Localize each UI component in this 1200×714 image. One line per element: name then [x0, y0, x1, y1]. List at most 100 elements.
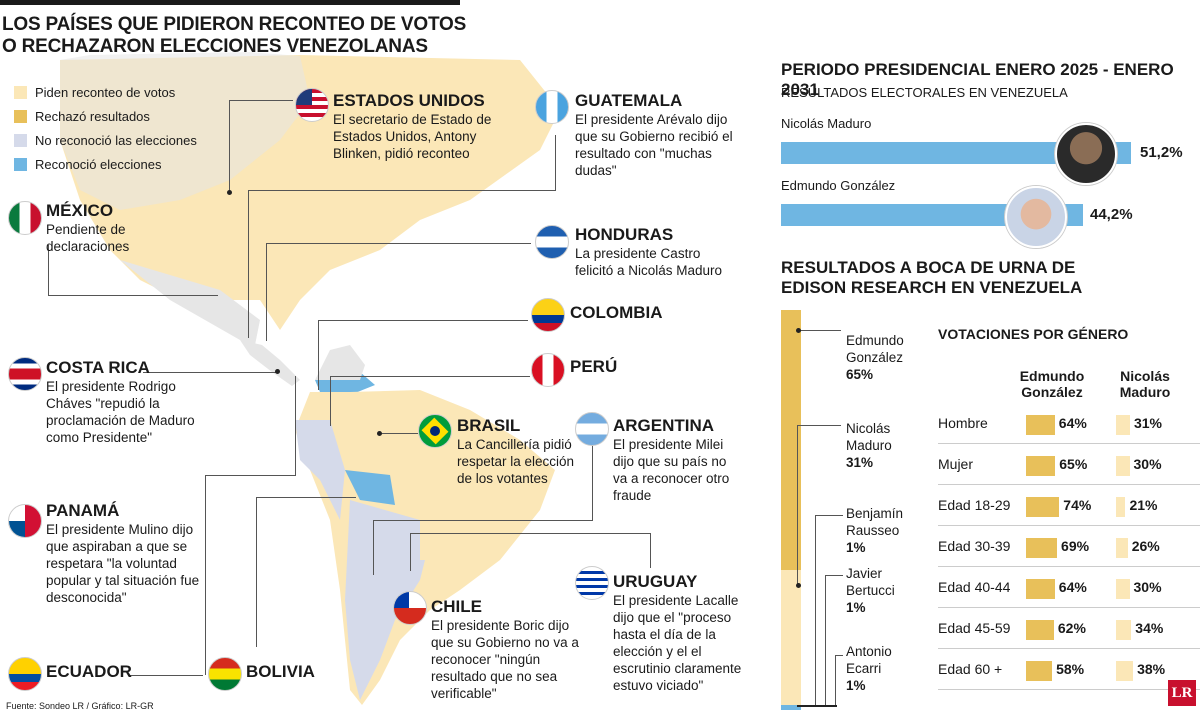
country-panama: PANAMÁ El presidente Mulino dijo que asp… — [46, 501, 206, 606]
usa-flag-icon — [295, 88, 329, 122]
legend-label: Rechazó resultados — [35, 108, 150, 124]
gender-row: Edad 40-44 64% 30% — [938, 567, 1200, 608]
col-header-line: Maduro — [1119, 384, 1171, 400]
exit-name: Nicolás — [846, 421, 891, 436]
exit-label: Javier Bertucci 1% — [846, 565, 895, 616]
country-name: BOLIVIA — [246, 662, 315, 681]
gonzalez-avatar — [1005, 186, 1067, 248]
gender-bar-gonzalez — [1026, 497, 1060, 517]
gender-row-label: Edad 60 + — [938, 661, 1003, 677]
country-desc: El presidente Boric dijo que su Gobierno… — [431, 618, 579, 701]
panama-flag-icon — [8, 504, 42, 538]
country-usa: ESTADOS UNIDOS El secretario de Estado d… — [333, 91, 513, 162]
leader-line — [835, 655, 836, 707]
gender-value-maduro: 21% — [1129, 497, 1158, 513]
leader-line — [825, 575, 826, 705]
leader-line — [373, 520, 374, 575]
gender-title: VOTACIONES POR GÉNERO — [938, 326, 1129, 342]
leader-line — [205, 475, 206, 675]
leader-line — [256, 497, 257, 647]
exit-pct: 65% — [846, 367, 874, 382]
gender-col-header: Nicolás Maduro — [1105, 368, 1185, 400]
maduro-avatar — [1055, 123, 1117, 185]
col-header-line: Nicolás — [1120, 368, 1170, 384]
gender-bar-gonzalez — [1026, 579, 1055, 599]
country-name: GUATEMALA — [575, 91, 683, 110]
exit-name: Bertucci — [846, 583, 895, 598]
title-line-1: LOS PAÍSES QUE PIDIERON RECONTEO DE VOTO… — [2, 14, 467, 35]
map-legend: Piden reconteo de votos Rechazó resultad… — [14, 80, 197, 176]
gender-bar-maduro — [1116, 538, 1128, 558]
result-pct: 51,2% — [1140, 144, 1183, 161]
gender-value-gonzalez: 74% — [1063, 497, 1092, 513]
country-desc: La Cancillería pidió respetar la elecció… — [457, 437, 575, 486]
leader-line — [797, 425, 841, 426]
leader-line — [797, 705, 837, 707]
leader-dot — [796, 583, 801, 588]
ecuador-flag-icon — [8, 657, 42, 691]
exit-name: Edmundo — [846, 333, 904, 348]
leader-line — [373, 520, 593, 521]
leader-line — [380, 433, 418, 434]
gender-row-label: Edad 18-29 — [938, 497, 1011, 513]
exit-label: Benjamín Rausseo 1% — [846, 505, 903, 556]
country-bolivia: BOLIVIA — [246, 662, 315, 682]
country-name: COSTA RICA — [46, 358, 150, 377]
col-header-line: González — [1021, 384, 1083, 400]
gender-value-maduro: 30% — [1133, 579, 1162, 595]
gender-bar-maduro — [1116, 456, 1130, 476]
costarica-flag-icon — [8, 357, 42, 391]
country-desc: El presidente Mulino dijo que aspiraban … — [46, 522, 200, 605]
mexico-shape — [120, 260, 260, 345]
lr-logo: LR — [1168, 680, 1196, 706]
gender-value-maduro: 34% — [1135, 620, 1164, 636]
legend-swatch — [14, 109, 27, 123]
country-ecuador: ECUADOR — [46, 662, 132, 682]
chile-flag-icon — [393, 591, 427, 625]
legend-swatch — [14, 85, 27, 99]
gender-bar-maduro — [1116, 661, 1134, 681]
gender-row-label: Mujer — [938, 456, 974, 472]
leader-line — [815, 515, 816, 705]
gender-row: Edad 18-29 74% 21% — [938, 485, 1200, 526]
country-name: COLOMBIA — [570, 303, 663, 322]
country-mexico: MÉXICO Pendiente de declaraciones — [46, 201, 166, 255]
country-guatemala: GUATEMALA El presidente Arévalo dijo que… — [575, 91, 745, 179]
leader-line — [205, 475, 295, 476]
result-pct: 44,2% — [1090, 206, 1133, 223]
country-name: HONDURAS — [575, 225, 674, 244]
source-footer: Fuente: Sondeo LR / Gráfico: LR-GR — [6, 701, 154, 711]
exit-label: Nicolás Maduro 31% — [846, 420, 892, 471]
leader-line — [815, 515, 843, 516]
country-uruguay: URUGUAY El presidente Lacalle dijo que e… — [613, 572, 758, 694]
legend-swatch — [14, 157, 27, 171]
legend-item: Rechazó resultados — [14, 104, 197, 128]
gender-value-maduro: 38% — [1137, 661, 1166, 677]
honduras-flag-icon — [535, 225, 569, 259]
gender-value-maduro: 30% — [1133, 456, 1162, 472]
candidate-name: Edmundo González — [781, 178, 896, 193]
country-colombia: COLOMBIA — [570, 303, 663, 323]
country-desc: Pendiente de declaraciones — [46, 222, 130, 254]
country-desc: El secretario de Estado de Estados Unido… — [333, 112, 492, 161]
gender-value-gonzalez: 64% — [1058, 415, 1087, 431]
exit-bar-minor — [781, 705, 801, 710]
country-desc: El presidente Lacalle dijo que el "proce… — [613, 593, 742, 693]
gender-value-gonzalez: 69% — [1061, 538, 1090, 554]
leader-line — [266, 243, 531, 244]
leader-line — [650, 533, 651, 568]
country-name: PERÚ — [570, 357, 618, 376]
leader-dot — [377, 431, 382, 436]
leader-line — [295, 376, 296, 476]
leader-line — [410, 533, 411, 571]
exit-label: Antonio Ecarri 1% — [846, 643, 892, 694]
brasil-flag-icon — [418, 414, 452, 448]
country-name: MÉXICO — [46, 201, 114, 220]
gender-bar-gonzalez — [1026, 620, 1054, 640]
exit-pct: 31% — [846, 455, 874, 470]
candidate-name: Nicolás Maduro — [781, 116, 872, 131]
leader-line — [410, 533, 650, 534]
gender-bar-maduro — [1116, 579, 1130, 599]
leader-line — [143, 372, 278, 373]
gender-row-label: Edad 45-59 — [938, 620, 1011, 636]
